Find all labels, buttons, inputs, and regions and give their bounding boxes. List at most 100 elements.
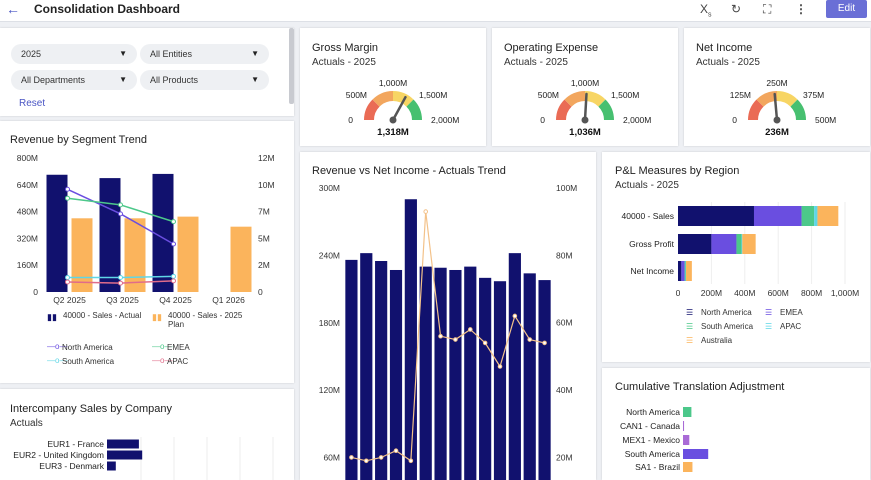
x-axis-tick-label: 600M — [768, 288, 789, 298]
bar — [683, 449, 709, 459]
products-filter[interactable]: All Products ▼ — [140, 70, 269, 90]
segment-trend-chart: 0 160M 320M 480M 640M 800M 0 2M 5M 7M 10M 12M Q2 202… — [17, 153, 275, 305]
gauge-needle — [391, 95, 407, 122]
gauge-tick-label: 500M — [538, 90, 559, 100]
fullscreen-icon[interactable]: ⛶ — [763, 2, 772, 16]
gauge-tick-label: 1,000M — [379, 78, 407, 88]
departments-filter-value: All Departments — [21, 75, 86, 85]
y-axis-tick-label: 320M — [17, 233, 38, 243]
refresh-icon[interactable]: ↻ — [731, 2, 742, 16]
reset-link[interactable]: Reset — [19, 98, 46, 109]
bar — [389, 269, 403, 480]
bar-segment — [814, 206, 818, 226]
y-axis-tick-label: Net Income — [631, 266, 675, 276]
y-axis-tick-label: South America — [625, 449, 681, 459]
legend-label: APAC — [167, 357, 189, 366]
bar — [230, 226, 252, 292]
line-marker-icon: —o— — [152, 342, 173, 351]
bar-segment — [685, 261, 687, 281]
y-axis-tick-label: 60M — [323, 453, 340, 463]
y-axis-tick-label: 800M — [17, 153, 38, 163]
bar-chart-icon: ☰ — [765, 322, 773, 331]
more-icon[interactable]: ⋮ — [795, 2, 807, 16]
operating-expense-gauge: 0 500M 1,000M 1,500M 2,000M 1,036M — [538, 78, 652, 138]
bar — [683, 435, 690, 445]
bar-chart-icon: ☰ — [686, 336, 694, 345]
line-point — [438, 333, 443, 339]
line-point — [408, 458, 414, 464]
region-panel: P&L Measures by Region Actuals - 2025 40… — [602, 152, 870, 362]
gauge-arc-segment — [790, 99, 806, 121]
subscript-icon[interactable]: Xs — [700, 2, 712, 19]
edit-button[interactable]: Edit — [826, 0, 867, 18]
bar-segment — [742, 234, 756, 254]
intercompany-panel: Intercompany Sales by Company Actuals EU… — [0, 389, 294, 480]
scrollbar[interactable] — [289, 28, 294, 104]
y-axis-tick-label: 0 — [33, 287, 38, 297]
gauge-arc-segment — [756, 91, 778, 107]
gauge-tick-label: 0 — [540, 115, 545, 125]
y2-axis-tick-label: 10M — [258, 180, 275, 190]
y-axis-tick-label: EUR1 - France — [47, 439, 104, 449]
net-income-gauge: 0 125M 250M 375M 500M 236M — [730, 78, 837, 138]
legend-label: EMEA — [167, 343, 190, 352]
x-axis-tick-label: 0 — [676, 288, 681, 298]
cta-panel: Cumulative Translation Adjustment North … — [602, 368, 870, 480]
bar — [71, 218, 93, 292]
line-point — [512, 313, 518, 319]
gauge-tick-label: 500M — [815, 115, 836, 125]
line-point — [423, 209, 429, 214]
bar — [683, 462, 693, 472]
bar-segment — [678, 206, 754, 226]
bar — [345, 259, 358, 480]
line-point — [65, 279, 70, 285]
y-axis-tick-label: 640M — [17, 180, 38, 190]
y-axis-tick-label: MEX1 - Mexico — [622, 435, 680, 445]
bar — [683, 421, 685, 431]
line-point — [542, 340, 547, 346]
intercompany-subtitle: Actuals — [10, 418, 43, 429]
bar-segment — [741, 234, 743, 254]
departments-filter[interactable]: All Departments ▼ — [11, 70, 137, 90]
gauge-value-label: 1,036M — [569, 127, 601, 138]
bar — [107, 461, 116, 471]
cta-title: Cumulative Translation Adjustment — [615, 381, 785, 393]
gauge-needle — [773, 92, 779, 122]
y-axis-tick-label: 40000 - Sales — [622, 211, 674, 221]
region-title: P&L Measures by Region — [615, 165, 740, 177]
top-bar: ← Consolidation Dashboard Xs ↻ ⛶ ⋮ Edit — [0, 0, 871, 22]
bar — [107, 450, 143, 460]
cta-chart: North America CAN1 - Canada MEX1 - Mexico S… — [620, 407, 709, 472]
x-axis-tick-label: 200M — [701, 288, 722, 298]
y-axis-tick-label: SA1 - Brazil — [635, 462, 680, 472]
caret-down-icon: ▼ — [251, 75, 259, 84]
bar — [124, 218, 146, 292]
legend-label: Australia — [701, 336, 733, 345]
year-filter[interactable]: 2025 ▼ — [11, 44, 137, 64]
bar — [479, 277, 492, 480]
line-point — [497, 364, 503, 369]
region-subtitle: Actuals - 2025 — [615, 180, 679, 191]
y-axis-tick-label: 120M — [319, 385, 340, 395]
page-title: Consolidation Dashboard — [34, 2, 181, 16]
y2-axis-tick-label: 80M — [556, 250, 573, 260]
y2-axis-tick-label: 100M — [556, 183, 577, 193]
legend-label: APAC — [780, 322, 802, 331]
line-point — [171, 278, 176, 284]
bar — [107, 439, 139, 449]
gross-margin-panel: Gross Margin Actuals - 2025 0 500M 1,000M 1… — [300, 28, 486, 146]
bar-segment — [817, 206, 839, 226]
revenue-trend-panel: Revenue vs Net Income - Actuals Trend 60… — [300, 152, 596, 480]
bar — [419, 266, 432, 480]
line-point — [363, 458, 369, 464]
year-filter-value: 2025 — [21, 49, 42, 59]
bar — [434, 267, 447, 480]
gauge-tick-label: 250M — [766, 78, 787, 88]
bar — [152, 173, 174, 292]
bar-segment — [678, 234, 712, 254]
y2-axis-tick-label: 5M — [258, 233, 270, 243]
line-point — [349, 455, 354, 460]
entities-filter[interactable]: All Entities ▼ — [140, 44, 269, 64]
gauge-needle-hub — [581, 116, 589, 124]
back-arrow-icon[interactable]: ← — [6, 1, 20, 17]
